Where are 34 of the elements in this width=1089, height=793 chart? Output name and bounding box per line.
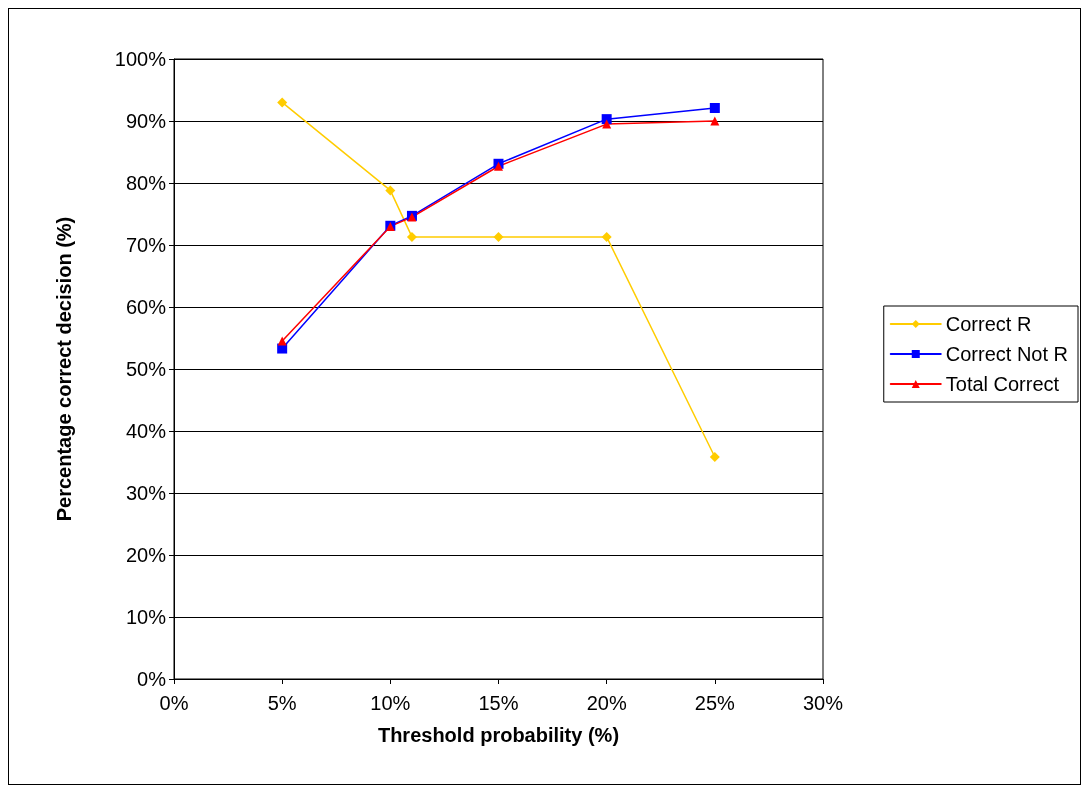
y-tick-label: 80% [125, 172, 167, 194]
y-tick-label: 60% [125, 296, 167, 318]
x-axis-title: Threshold probability (%) [377, 724, 620, 746]
y-tick-label: 0% [137, 668, 167, 690]
point [602, 119, 612, 129]
point [710, 116, 720, 126]
x-tick-label: 10% [370, 692, 411, 714]
y-tick-label: 40% [125, 420, 167, 442]
x-tick-label: 15% [478, 692, 519, 714]
legend-label: Correct R [945, 313, 1032, 335]
point [601, 231, 612, 242]
point [385, 185, 396, 196]
x-tick-label: 30% [802, 692, 844, 714]
point [709, 452, 720, 463]
y-tick-label: 100% [114, 48, 167, 70]
x-tick-label: 25% [694, 692, 736, 714]
y-tick-label: 50% [125, 358, 167, 380]
y-tick-label: 90% [125, 110, 167, 132]
point [601, 114, 612, 125]
legend-label: Total Correct [945, 373, 1060, 395]
x-tick-label: 5% [267, 692, 297, 714]
y-tick-label: 70% [125, 234, 167, 256]
point [493, 231, 504, 242]
point [277, 97, 288, 108]
x-tick-label: 0% [159, 692, 189, 714]
y-axis-title: Percentage correct decision (%) [53, 216, 75, 522]
point [709, 102, 720, 113]
x-tick-label: 20% [586, 692, 627, 714]
legend-label: Correct Not R [945, 343, 1068, 365]
y-tick-label: 30% [125, 482, 167, 504]
point [406, 231, 417, 242]
point [277, 336, 287, 346]
y-tick-label: 20% [125, 544, 167, 566]
y-tick-label: 10% [125, 606, 167, 628]
